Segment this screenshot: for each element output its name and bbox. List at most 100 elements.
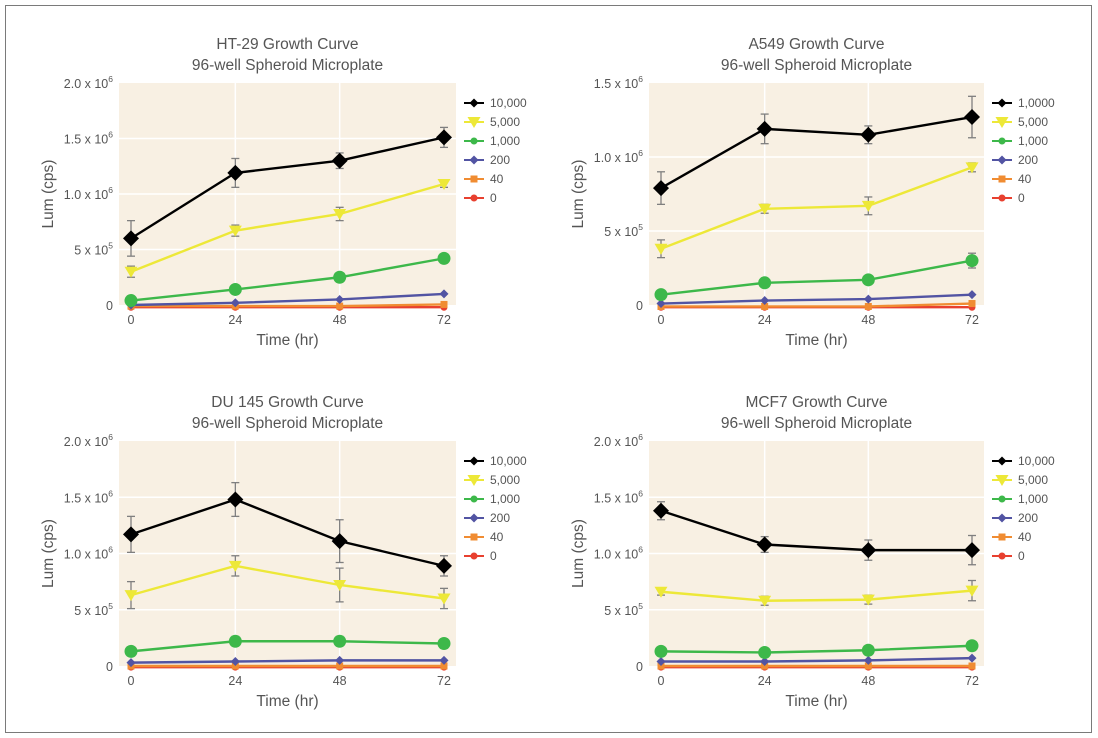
legend-marker	[467, 117, 481, 128]
data-point	[336, 662, 344, 670]
series-line	[660, 509, 972, 552]
data-point	[124, 266, 138, 278]
x-tick-label: 48	[861, 674, 875, 688]
x-tick-label: 24	[758, 674, 772, 688]
legend-item-40: 40	[992, 530, 1032, 544]
legend-marker	[998, 194, 1006, 202]
legend-label: 1,000	[490, 134, 520, 148]
data-point	[123, 526, 139, 543]
legend-label: 0	[1018, 191, 1025, 205]
legend-marker	[998, 175, 1006, 183]
legend-marker	[997, 155, 1007, 165]
data-point	[760, 657, 770, 666]
legend-label: 40	[490, 530, 504, 544]
legend-marker	[469, 456, 479, 466]
data-point	[331, 152, 348, 169]
series-line	[130, 640, 445, 653]
data-point	[965, 254, 979, 268]
y-tick-label: 5 x 105	[74, 241, 113, 258]
x-tick-label: 0	[658, 313, 665, 327]
data-point	[333, 208, 347, 220]
legend-item-5-000: 5,000	[464, 115, 520, 129]
legend-label: 200	[490, 511, 510, 525]
data-point	[654, 644, 668, 658]
legend-marker	[470, 533, 478, 541]
legend-item-0: 0	[992, 549, 1025, 563]
series-line	[130, 257, 445, 302]
data-point	[437, 179, 451, 191]
legend-marker	[998, 552, 1006, 560]
data-point	[654, 288, 668, 302]
legend-item-10-000: 10,000	[464, 454, 527, 468]
data-point	[758, 203, 772, 215]
legend-marker	[998, 495, 1006, 503]
data-point	[967, 290, 977, 300]
data-point	[968, 300, 976, 308]
legend-marker	[470, 495, 478, 503]
legend-label: 5,000	[490, 473, 520, 487]
legend-marker	[470, 194, 478, 202]
data-point	[440, 662, 448, 670]
data-point	[864, 662, 872, 670]
series-5-000	[124, 555, 451, 610]
legend-label: 10,000	[1018, 454, 1055, 468]
series-5-000	[654, 162, 979, 259]
series-200	[656, 653, 977, 666]
y-tick-label: 5 x 105	[604, 222, 643, 239]
legend-marker	[470, 552, 478, 560]
y-tick-label: 1.0 x 106	[64, 545, 113, 562]
data-point	[230, 298, 240, 308]
legend-label: 200	[1018, 153, 1038, 167]
growth-curve-charts: HT-29 Growth Curve 96-well Spheroid Micro…	[40, 36, 1055, 710]
chart-title: MCF7 Growth Curve	[745, 394, 887, 411]
series-200	[656, 290, 977, 309]
x-axis-label: Time (hr)	[785, 693, 847, 710]
x-tick-label: 72	[437, 313, 451, 327]
x-tick-label: 72	[965, 313, 979, 327]
data-point	[760, 296, 770, 306]
data-point	[228, 560, 242, 572]
data-point	[437, 251, 451, 265]
data-point	[756, 120, 773, 137]
series-200	[126, 289, 449, 310]
legend-label: 40	[1018, 530, 1032, 544]
data-point	[860, 542, 877, 559]
legend-item-5-000: 5,000	[992, 473, 1048, 487]
data-point	[437, 593, 451, 605]
series-1-000	[124, 251, 451, 308]
data-point	[126, 658, 136, 668]
data-point	[124, 644, 138, 658]
data-point	[654, 243, 668, 255]
legend-label: 1,000	[490, 492, 520, 506]
series-10-000	[653, 501, 980, 566]
series-line	[660, 259, 973, 296]
y-axis-label: Lum (cps)	[40, 519, 57, 588]
data-point	[758, 595, 772, 607]
data-point	[440, 300, 448, 308]
data-point	[653, 502, 669, 519]
x-axis-label: Time (hr)	[256, 693, 318, 710]
y-tick-label: 2.0 x 106	[64, 74, 113, 91]
series-200	[126, 655, 449, 668]
data-point	[653, 180, 669, 197]
data-point	[761, 302, 769, 310]
legend-item-1-000: 1,000	[464, 134, 520, 148]
figure-frame: HT-29 Growth Curve 96-well Spheroid Micro…	[5, 5, 1092, 733]
series-line	[660, 293, 973, 305]
legend-label: 5,000	[490, 115, 520, 129]
x-tick-label: 0	[658, 674, 665, 688]
y-tick-label: 1.5 x 106	[64, 488, 113, 505]
y-tick-label: 1.0 x 106	[594, 148, 643, 165]
chart-subtitle: 96-well Spheroid Microplate	[721, 57, 912, 74]
series-line	[131, 303, 445, 308]
data-point	[335, 294, 345, 304]
series-line	[130, 564, 445, 600]
y-tick-label: 0	[106, 660, 113, 674]
series-10-000	[123, 126, 452, 257]
legend-item-1-0000: 1,0000	[992, 96, 1055, 110]
data-point	[964, 109, 980, 126]
data-point	[964, 542, 980, 559]
x-tick-label: 72	[437, 674, 451, 688]
legend-marker	[469, 98, 479, 108]
data-point	[331, 533, 348, 550]
